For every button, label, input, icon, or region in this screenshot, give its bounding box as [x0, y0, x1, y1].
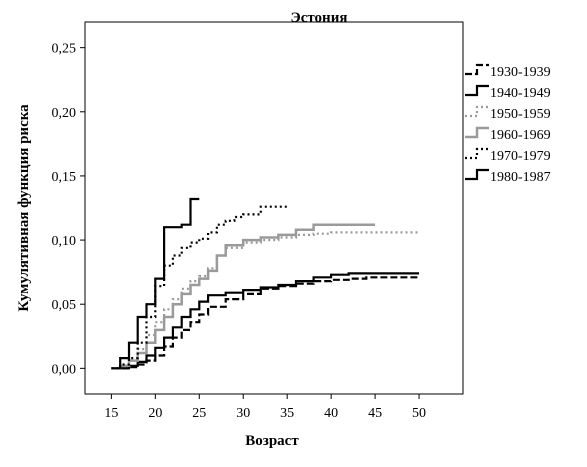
legend-label: 1930-1939	[490, 65, 551, 80]
legend-symbol	[465, 147, 489, 160]
legend-symbol	[465, 168, 489, 181]
legend-label: 1940-1949	[490, 86, 551, 101]
y-tick-label: 0,25	[52, 42, 77, 57]
series-lines	[111, 197, 419, 370]
x-axis-label: Возраст	[245, 433, 299, 449]
x-tick-label: 20	[148, 406, 162, 421]
x-tick-label: 35	[280, 406, 294, 421]
y-tick-label: 0,20	[52, 106, 77, 121]
chart-title: Эстония	[291, 10, 348, 26]
series-line-1940-1949	[111, 272, 419, 370]
plot-area	[84, 21, 464, 395]
x-tick-label: 40	[324, 406, 338, 421]
legend: 1930-1939 1940-1949 1950-1959 1960-1969 1970…	[465, 63, 551, 185]
legend-symbol	[465, 63, 489, 76]
series-line-1970-1979	[111, 205, 288, 370]
x-tick-label: 25	[192, 406, 206, 421]
legend-symbol	[465, 126, 489, 139]
x-tick-label: 45	[368, 406, 382, 421]
y-tick-label: 0,05	[52, 298, 77, 313]
y-tick-label: 0,00	[52, 362, 77, 377]
y-tick-label: 0,15	[52, 170, 77, 185]
x-tick-label: 50	[412, 406, 426, 421]
series-line-1960-1969	[111, 223, 376, 370]
x-tick-label: 15	[104, 406, 118, 421]
series-line-1980-1987	[111, 197, 200, 370]
legend-label: 1970-1979	[490, 149, 551, 164]
legend-label: 1950-1959	[490, 107, 551, 122]
legend-label: 1960-1969	[490, 128, 551, 143]
y-axis-ticks: 0,00 0,05 0,10 0,15 0,20 0,25	[52, 42, 85, 377]
y-axis-label: Кумулятивная функция риска	[16, 104, 32, 312]
legend-label: 1980-1987	[490, 170, 551, 185]
series-line-1930-1939	[111, 276, 419, 370]
legend-symbol	[465, 84, 489, 97]
legend-symbol	[465, 105, 489, 118]
x-tick-label: 30	[236, 406, 250, 421]
series-line-1950-1959	[111, 231, 419, 370]
y-tick-label: 0,10	[52, 234, 77, 249]
x-axis-ticks: 15 20 25 30 35 40 45 50	[104, 394, 426, 421]
